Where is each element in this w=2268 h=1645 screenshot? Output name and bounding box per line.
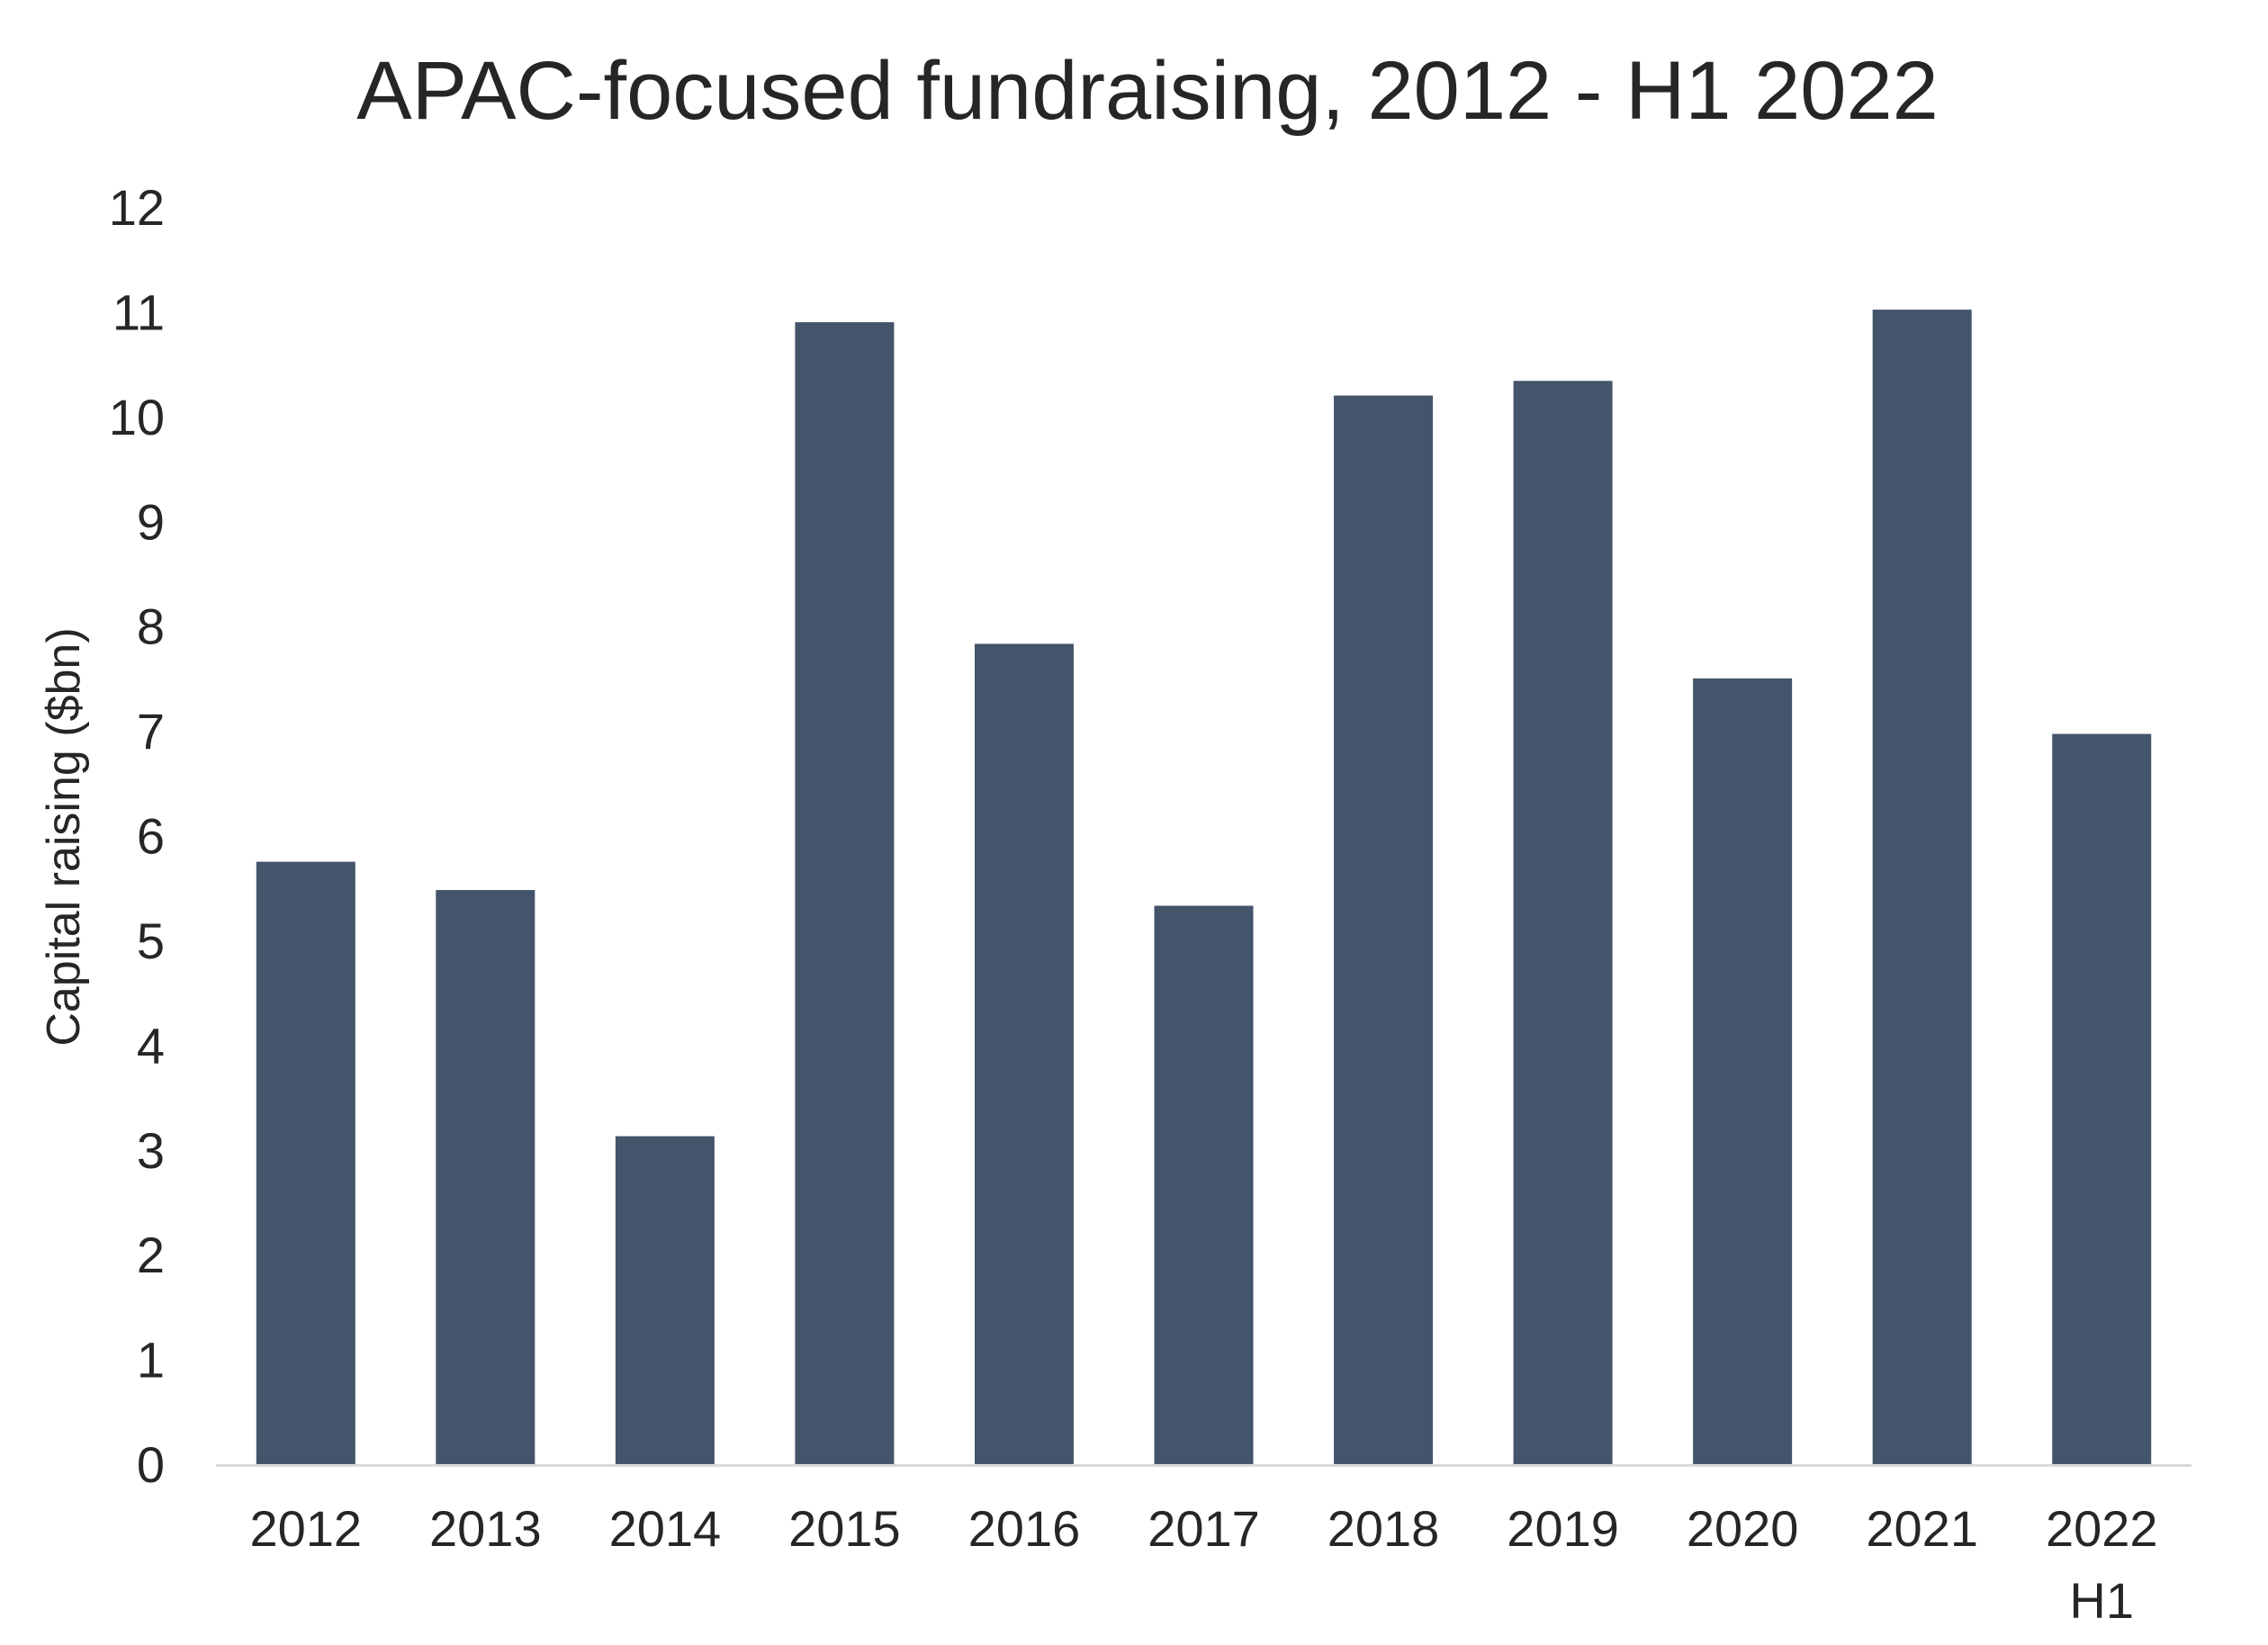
bar-2014 — [615, 1136, 715, 1464]
x-tick-label: 2018 — [1328, 1500, 1440, 1557]
bar-2019 — [1513, 381, 1613, 1464]
x-axis-ticks: 2012 2013 2014 2015 2016 2017 2018 2019 2020 2021… — [249, 1500, 2157, 1629]
y-tick-label: 2 — [137, 1227, 165, 1283]
y-tick-label: 7 — [137, 703, 165, 760]
chart-title: APAC-focused fundraising, 2012 - H1 2022 — [356, 45, 1939, 137]
bar-2021 — [1872, 310, 1972, 1464]
x-tick-label: 2016 — [968, 1500, 1081, 1557]
bar-2018 — [1334, 395, 1434, 1464]
y-tick-label: 8 — [137, 598, 165, 655]
x-tick-label: H1 — [2069, 1572, 2134, 1629]
y-tick-label: 6 — [137, 808, 165, 865]
x-tick-label: 2022 — [2046, 1500, 2158, 1557]
x-tick-label: 2021 — [1866, 1500, 1978, 1557]
y-tick-label: 5 — [137, 912, 165, 969]
x-tick-label: 2019 — [1507, 1500, 1619, 1557]
y-tick-label: 11 — [112, 283, 165, 340]
bar-2020 — [1693, 678, 1793, 1464]
x-tick-label: 2020 — [1687, 1500, 1799, 1557]
y-axis-label: Capital raising ($bn) — [38, 627, 90, 1046]
x-tick-label: 2017 — [1148, 1500, 1260, 1557]
bar-2016 — [974, 643, 1074, 1464]
bar-2022-h1 — [2052, 733, 2152, 1464]
x-tick-label: 2012 — [249, 1500, 362, 1557]
bar-2012 — [256, 861, 356, 1464]
bar-2015 — [795, 322, 895, 1464]
y-tick-label: 9 — [137, 493, 165, 550]
bar-series — [256, 310, 2152, 1464]
x-tick-label: 2015 — [788, 1500, 901, 1557]
y-tick-label: 4 — [137, 1017, 165, 1074]
x-tick-label: 2013 — [429, 1500, 542, 1557]
y-tick-label: 0 — [137, 1436, 165, 1493]
y-tick-label: 3 — [137, 1122, 165, 1179]
bar-2013 — [436, 890, 536, 1464]
bar-2017 — [1154, 905, 1254, 1464]
y-tick-label: 12 — [109, 179, 165, 236]
y-tick-label: 10 — [109, 389, 165, 445]
x-tick-label: 2014 — [609, 1500, 722, 1557]
y-tick-label: 1 — [137, 1332, 165, 1389]
